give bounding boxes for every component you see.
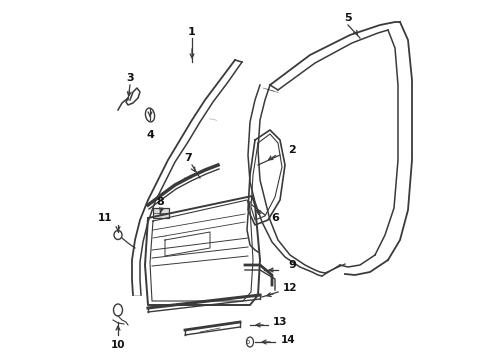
- Text: 3: 3: [126, 73, 134, 83]
- Text: o: o: [246, 339, 250, 345]
- Text: 6: 6: [271, 213, 279, 223]
- Text: 7: 7: [184, 153, 192, 163]
- FancyBboxPatch shape: [153, 208, 169, 218]
- Text: 1: 1: [188, 27, 196, 37]
- Text: 9: 9: [288, 260, 296, 270]
- Text: 2: 2: [288, 145, 296, 155]
- Text: 13: 13: [273, 317, 287, 327]
- Text: 10: 10: [111, 340, 125, 350]
- Text: 14: 14: [281, 335, 295, 345]
- Text: 11: 11: [98, 213, 112, 223]
- Text: 5: 5: [344, 13, 352, 23]
- Text: 12: 12: [283, 283, 297, 293]
- Text: 4: 4: [146, 130, 154, 140]
- Text: 8: 8: [156, 197, 164, 207]
